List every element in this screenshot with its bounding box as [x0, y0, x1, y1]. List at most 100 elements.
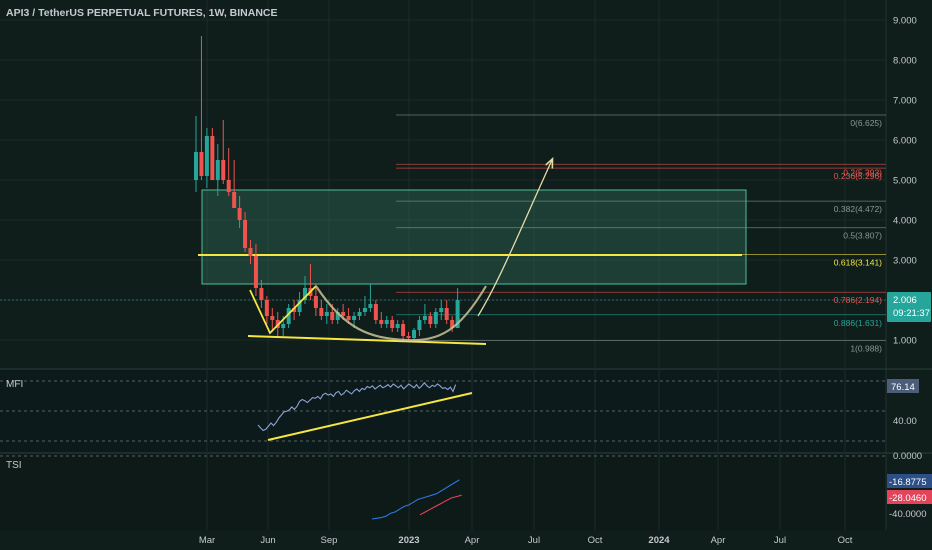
mfi-value: 76.14 [891, 382, 915, 393]
time-tick-label: Mar [199, 535, 215, 546]
mfi-value-badge [887, 379, 919, 393]
price-tick-label: 4.000 [893, 216, 917, 227]
candle-body [324, 312, 329, 316]
time-axis[interactable]: Mar Jun Sep 2023 Apr Jul Oct 2024 Apr Jul Oct [199, 535, 853, 546]
grid [0, 0, 886, 530]
time-tick-label: Jun [260, 535, 275, 546]
candle-body [204, 136, 209, 176]
mfi-trendline[interactable] [267, 392, 473, 441]
tsi-line [371, 479, 460, 520]
price-tick-label: 7.000 [893, 96, 917, 107]
time-tick-label: 2024 [648, 535, 670, 546]
candle-body [303, 288, 307, 300]
cup-curve[interactable] [315, 285, 487, 342]
mfi-label[interactable]: MFI [6, 379, 23, 390]
tsi-signal-badge [887, 490, 932, 504]
current-price-value: 2.006 [893, 295, 917, 306]
candle-body [319, 308, 324, 316]
candle-body [292, 308, 297, 312]
tsi-axis-top: 0.0000 [893, 451, 922, 462]
price-tick-label: 8.000 [893, 56, 917, 67]
tsi-axis-bottom: -40.0000 [889, 509, 927, 520]
time-tick-label: Oct [588, 535, 603, 546]
target-zone-rectangle[interactable] [201, 189, 747, 285]
mfi-axis-tick: 40.00 [893, 416, 917, 427]
candle-body [352, 316, 357, 320]
candle-body [199, 152, 204, 176]
candles [194, 36, 460, 341]
fib-level-label: 0.886(1.631) [834, 318, 882, 328]
candle-body [395, 324, 400, 328]
candle-body [406, 336, 411, 338]
candle-body [433, 312, 438, 324]
candle-body [417, 320, 422, 330]
fib-level-label: 1(0.988) [850, 343, 882, 353]
price-tick-label: 5.000 [893, 176, 917, 187]
candle-body [341, 312, 346, 316]
price-axis-background [886, 0, 932, 530]
fib-level-label: 0.382(4.472) [834, 204, 882, 214]
price-tick-label: 6.000 [893, 136, 917, 147]
candle-body [297, 300, 302, 312]
candle-body [215, 160, 220, 180]
candle-body [232, 192, 237, 208]
candle-countdown: 09:21:37 [893, 308, 930, 319]
candle-body [330, 312, 335, 320]
candle-body [259, 288, 264, 300]
time-tick-label: Apr [465, 535, 480, 546]
time-tick-label: Jul [528, 535, 540, 546]
time-tick-label: Jul [774, 535, 786, 546]
fib-level-label: 0.618(3.141) [834, 257, 882, 267]
candle-body [357, 312, 362, 316]
candle-body [373, 304, 378, 320]
candle-body [281, 324, 286, 328]
candle-body [194, 152, 198, 180]
price-tick-label: 3.000 [893, 256, 917, 267]
main-pane-background [0, 0, 886, 368]
candle-body [210, 136, 215, 180]
time-tick-label: Apr [711, 535, 726, 546]
fib-level-label: 0.236(5.296) [834, 171, 882, 181]
candle-body [237, 208, 242, 220]
tsi-value: -16.8775 [889, 477, 927, 488]
price-tick-label: 9.000 [893, 16, 917, 27]
chart-title: API3 / TetherUS PERPETUAL FUTURES, 1W, B… [6, 7, 277, 19]
projection-arrow[interactable] [477, 160, 552, 317]
candle-body [248, 248, 253, 256]
candle-body [253, 256, 258, 288]
time-tick-label: Oct [838, 535, 853, 546]
candle-body [221, 160, 226, 180]
candle-body [243, 220, 248, 248]
candle-body [286, 308, 291, 324]
candle-body [450, 320, 455, 328]
mfi-line [257, 381, 457, 432]
candle-body [384, 320, 389, 324]
candle-body [401, 324, 406, 336]
candle-body [362, 308, 367, 312]
support-trendline[interactable] [247, 335, 487, 345]
tsi-signal-value: -28.0460 [889, 493, 927, 504]
candle-body [422, 316, 427, 320]
candle-body [335, 312, 340, 320]
candle-body [270, 316, 275, 320]
candle-body [412, 330, 416, 338]
candle-body [264, 300, 269, 316]
candle-body [439, 308, 444, 312]
candle-body [226, 180, 231, 192]
fib-level-label: 0.5(3.807) [843, 231, 882, 241]
price-tick-label: 1.000 [893, 336, 917, 347]
candle-body [444, 308, 449, 320]
candle-body [455, 300, 460, 328]
tsi-pane-background [0, 454, 886, 530]
fib-level-label: 0(6.625) [850, 118, 882, 128]
fib-level-label: 0.2(5.393) [843, 167, 882, 177]
candle-body [346, 316, 351, 320]
time-tick-label: Sep [321, 535, 338, 546]
current-price-badge [887, 292, 931, 322]
tsi-signal-line [419, 494, 462, 516]
time-axis-background [0, 530, 932, 550]
inverse-head-shoulders-left[interactable] [249, 285, 317, 335]
candle-body [313, 296, 318, 308]
tsi-label[interactable]: TSI [6, 460, 22, 471]
